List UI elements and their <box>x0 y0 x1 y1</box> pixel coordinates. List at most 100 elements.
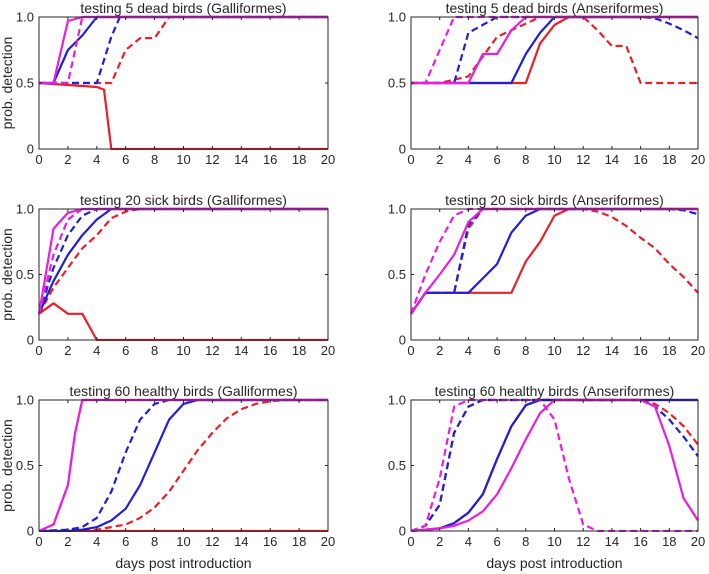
chart-panel-5: 0 2 4 6 8 10 12 14 16 18 20 0 0.5 1.0 testing 60 healt… <box>0 383 335 571</box>
x-tick-label: 20 <box>691 343 705 358</box>
x-tick-label: 4 <box>465 534 472 549</box>
x-tick-label: 4 <box>93 152 100 167</box>
x-tick-label: 14 <box>234 343 248 358</box>
chart-panel-1: 0 2 4 6 8 10 12 14 16 18 20 0 0.5 1.0 testing 5 dead b… <box>0 0 335 167</box>
chart-title: testing 60 healthy birds (Anseriformes) <box>435 383 675 399</box>
x-tick-label: 0 <box>35 534 42 549</box>
series-line-5 <box>410 207 698 315</box>
x-tick-label: 4 <box>93 343 100 358</box>
series-line-2 <box>411 15 698 85</box>
y-axis-label: prob. detection <box>0 37 15 130</box>
series-line-3 <box>39 15 328 85</box>
plot-area-box <box>38 399 329 532</box>
series-line-5 <box>410 398 699 532</box>
x-tick-label: 8 <box>151 152 158 167</box>
series-line-3 <box>410 207 698 315</box>
series-line-2 <box>410 398 699 532</box>
series-line-1 <box>38 81 328 150</box>
y-tick-label: 0 <box>27 524 34 539</box>
y-tick-label: 0.5 <box>388 458 406 473</box>
x-tick-label: 12 <box>576 152 590 167</box>
series-line-5 <box>38 398 328 532</box>
series-line-1 <box>38 302 328 341</box>
x-tick-label: 8 <box>151 343 158 358</box>
y-tick-label: 1.0 <box>388 202 406 217</box>
series-line-4 <box>38 207 328 315</box>
x-tick-label: 10 <box>176 534 190 549</box>
series-line-6 <box>410 398 698 532</box>
y-tick-label: 1.0 <box>16 202 34 217</box>
series-line-4 <box>411 15 699 85</box>
series-line-2 <box>39 15 328 85</box>
x-tick-label: 4 <box>465 343 472 358</box>
x-tick-label: 2 <box>64 534 71 549</box>
x-tick-label: 2 <box>436 343 443 358</box>
x-tick-label: 12 <box>205 152 219 167</box>
chart-panel-3: 0 2 4 6 8 10 12 14 16 18 20 0 0.5 1.0 testing 20 sick … <box>0 192 335 358</box>
x-tick-label: 6 <box>493 343 500 358</box>
series-line-6 <box>410 207 698 315</box>
x-tick-label: 10 <box>547 343 561 358</box>
series-line-5 <box>411 15 698 85</box>
x-tick-label: 20 <box>691 534 705 549</box>
x-tick-label: 10 <box>547 534 561 549</box>
x-axis-label: days post introduction <box>115 555 251 571</box>
series-line-4 <box>410 398 699 532</box>
series-line-3 <box>38 207 328 315</box>
x-tick-label: 0 <box>35 152 42 167</box>
x-tick-label: 8 <box>522 343 529 358</box>
x-tick-label: 2 <box>64 343 71 358</box>
x-axis-label: days post introduction <box>486 555 622 571</box>
y-tick-label: 0.5 <box>16 458 34 473</box>
y-tick-label: 1.0 <box>16 393 34 408</box>
plot-area-box <box>38 208 329 341</box>
x-tick-label: 8 <box>151 534 158 549</box>
x-tick-label: 14 <box>605 343 619 358</box>
x-tick-label: 18 <box>662 343 676 358</box>
series-line-5 <box>38 207 328 314</box>
x-tick-label: 2 <box>436 152 443 167</box>
y-tick-label: 0.5 <box>388 267 406 282</box>
x-tick-label: 0 <box>407 343 414 358</box>
chart-title: testing 5 dead birds (Anseriformes) <box>446 0 664 16</box>
y-tick-label: 0.5 <box>16 76 34 91</box>
x-tick-label: 20 <box>691 152 705 167</box>
chart-title: testing 20 sick birds (Anseriformes) <box>445 192 664 208</box>
series-line-6 <box>411 15 698 85</box>
series-line-1 <box>410 398 698 532</box>
x-tick-label: 12 <box>576 343 590 358</box>
y-axis-label: prob. detection <box>0 228 15 321</box>
y-tick-label: 0 <box>399 333 406 348</box>
series-line-2 <box>410 207 699 315</box>
y-tick-label: 0.5 <box>388 76 406 91</box>
y-tick-label: 1.0 <box>388 10 406 25</box>
y-tick-label: 1.0 <box>16 10 34 25</box>
x-tick-label: 14 <box>234 152 248 167</box>
series-line-2 <box>38 207 328 315</box>
series-line-6 <box>38 207 328 315</box>
x-tick-label: 10 <box>547 152 561 167</box>
x-tick-label: 6 <box>493 534 500 549</box>
x-tick-label: 4 <box>93 534 100 549</box>
series-line-4 <box>39 15 328 85</box>
x-tick-label: 12 <box>576 534 590 549</box>
x-tick-label: 2 <box>436 534 443 549</box>
series-line-4 <box>410 207 699 315</box>
x-tick-label: 16 <box>633 534 647 549</box>
x-tick-label: 18 <box>292 152 306 167</box>
y-axis-label: prob. detection <box>0 419 15 512</box>
series-line-2 <box>39 398 328 532</box>
chart-title: testing 20 sick birds (Galliformes) <box>80 192 287 208</box>
x-tick-label: 6 <box>493 152 500 167</box>
chart-panel-6: 0 2 4 6 8 10 12 14 16 18 20 0 0.5 1.0 testing 60 healt… <box>388 383 705 571</box>
series-line-6 <box>39 15 328 85</box>
y-tick-label: 0 <box>399 142 406 157</box>
series-line-1 <box>411 15 698 85</box>
plot-area-box <box>410 399 699 532</box>
plot-area-box <box>410 208 699 341</box>
x-tick-label: 18 <box>292 534 306 549</box>
x-tick-label: 18 <box>292 343 306 358</box>
chart-panel-4: 0 2 4 6 8 10 12 14 16 18 20 0 0.5 1.0 testing 20 sick … <box>388 192 705 358</box>
x-tick-label: 20 <box>321 534 335 549</box>
